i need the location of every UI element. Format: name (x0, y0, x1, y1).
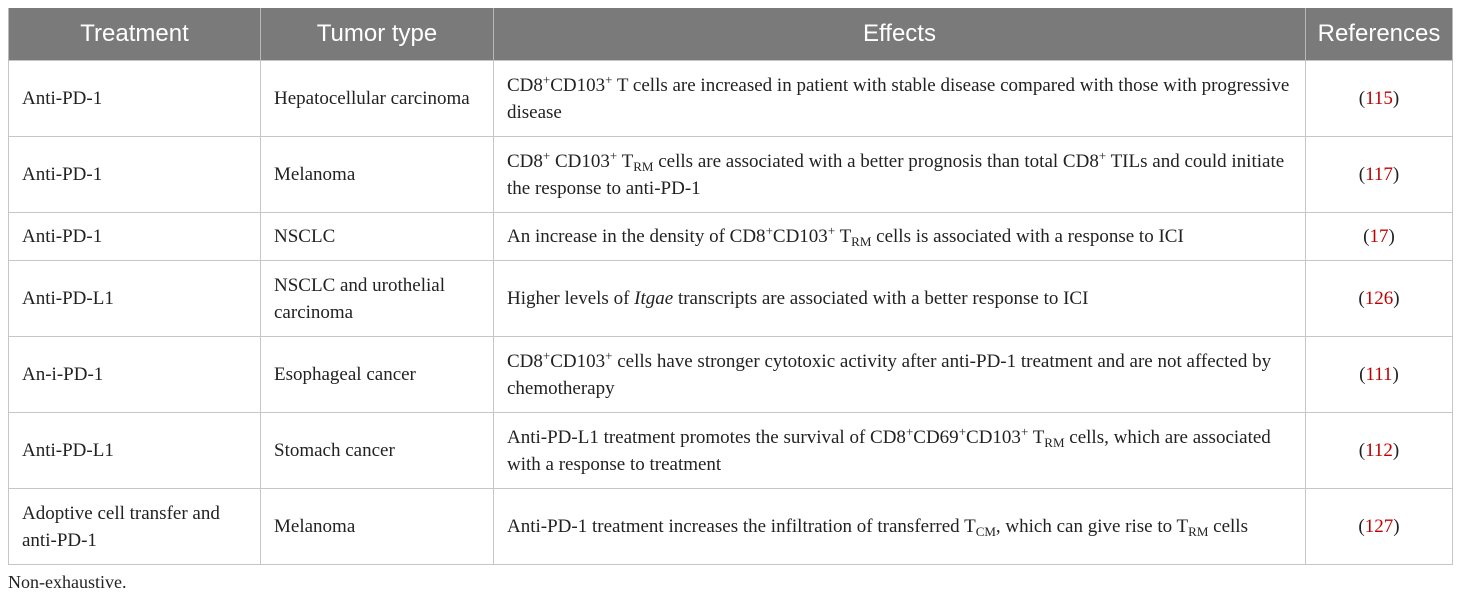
cell-tumor-type: NSCLC and urothelial carcinoma (260, 260, 494, 337)
header-effects: Effects (493, 8, 1306, 61)
cell-effects: Higher levels of Itgae transcripts are a… (493, 260, 1306, 337)
reference-link[interactable]: 111 (1365, 364, 1393, 385)
table-row: Anti-PD-1 NSCLC An increase in the densi… (8, 212, 1453, 261)
cell-reference: (127) (1305, 488, 1453, 565)
cell-tumor-type: Hepatocellular carcinoma (260, 60, 494, 137)
reference-link[interactable]: 127 (1364, 516, 1394, 537)
cell-treatment: Anti-PD-1 (8, 212, 261, 261)
cell-reference: (17) (1305, 212, 1453, 261)
cell-treatment: Anti-PD-L1 (8, 260, 261, 337)
reference-link[interactable]: 126 (1364, 288, 1394, 309)
table-row: Anti-PD-L1 NSCLC and urothelial carcinom… (8, 260, 1453, 337)
cell-effects: An increase in the density of CD8+CD103+… (493, 212, 1306, 261)
reference-link[interactable]: 17 (1369, 226, 1389, 247)
cell-effects: CD8+CD103+ cells have stronger cytotoxic… (493, 336, 1306, 413)
header-tumor-type: Tumor type (260, 8, 494, 61)
cell-reference: (126) (1305, 260, 1453, 337)
cell-treatment: Anti-PD-1 (8, 60, 261, 137)
reference-link[interactable]: 117 (1365, 164, 1393, 185)
cell-treatment: Anti-PD-1 (8, 136, 261, 213)
cell-tumor-type: Esophageal cancer (260, 336, 494, 413)
cell-treatment: Anti-PD-L1 (8, 412, 261, 489)
cell-effects: CD8+ CD103+ TRM cells are associated wit… (493, 136, 1306, 213)
cell-reference: (112) (1305, 412, 1453, 489)
cell-effects: CD8+CD103+ T cells are increased in pati… (493, 60, 1306, 137)
table-row: Anti-PD-1 Hepatocellular carcinoma CD8+C… (8, 60, 1453, 137)
table-row: Anti-PD-1 Melanoma CD8+ CD103+ TRM cells… (8, 136, 1453, 213)
cell-tumor-type: NSCLC (260, 212, 494, 261)
cell-reference: (111) (1305, 336, 1453, 413)
table-header-row: Treatment Tumor type Effects References (8, 8, 1453, 61)
cell-treatment: Adoptive cell transfer and anti-PD-1 (8, 488, 261, 565)
table-row: An-i-PD-1 Esophageal cancer CD8+CD103+ c… (8, 336, 1453, 413)
cell-treatment: An-i-PD-1 (8, 336, 261, 413)
table-row: Adoptive cell transfer and anti-PD-1 Mel… (8, 488, 1453, 565)
reference-link[interactable]: 115 (1365, 88, 1393, 109)
cell-effects: Anti-PD-L1 treatment promotes the surviv… (493, 412, 1306, 489)
cell-tumor-type: Melanoma (260, 488, 494, 565)
header-treatment: Treatment (8, 8, 261, 61)
cell-tumor-type: Melanoma (260, 136, 494, 213)
data-table-container: Treatment Tumor type Effects References … (8, 8, 1453, 565)
header-references: References (1305, 8, 1453, 61)
cell-effects: Anti-PD-1 treatment increases the infilt… (493, 488, 1306, 565)
table-footnote: Non-exhaustive. (8, 572, 127, 592)
cell-tumor-type: Stomach cancer (260, 412, 494, 489)
reference-link[interactable]: 112 (1365, 440, 1393, 461)
cell-reference: (117) (1305, 136, 1453, 213)
treatment-effects-table: Treatment Tumor type Effects References … (8, 8, 1453, 565)
table-row: Anti-PD-L1 Stomach cancer Anti-PD-L1 tre… (8, 412, 1453, 489)
cell-reference: (115) (1305, 60, 1453, 137)
